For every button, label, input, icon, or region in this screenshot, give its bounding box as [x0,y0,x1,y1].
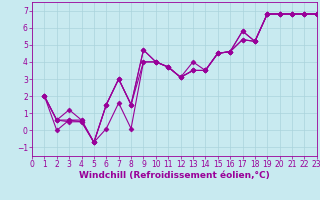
X-axis label: Windchill (Refroidissement éolien,°C): Windchill (Refroidissement éolien,°C) [79,171,270,180]
